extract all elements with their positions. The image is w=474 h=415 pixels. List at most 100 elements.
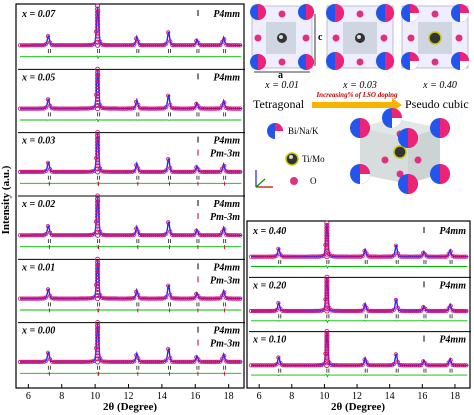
observed-point	[172, 106, 177, 111]
observed-point	[148, 169, 153, 174]
observed-point	[184, 359, 189, 364]
observed-point	[295, 254, 301, 259]
observed-point	[303, 308, 308, 314]
observed-point	[23, 359, 29, 364]
observed-point	[74, 106, 79, 111]
observed-point	[27, 169, 33, 174]
observed-point	[95, 359, 101, 365]
observed-point	[224, 359, 229, 364]
observed-point	[158, 233, 163, 238]
observed-point	[95, 142, 101, 148]
observed-point	[411, 308, 416, 314]
observed-point	[45, 97, 51, 102]
observed-point	[51, 169, 57, 174]
observed-point	[168, 165, 173, 171]
observed-point	[146, 43, 151, 48]
observed-point	[286, 363, 291, 368]
observed-point	[238, 296, 243, 301]
observed-point	[299, 363, 304, 368]
observed-point	[166, 157, 171, 162]
observed-point	[33, 106, 39, 111]
observed-point	[182, 359, 187, 364]
observed-point	[323, 297, 328, 302]
observed-point	[315, 308, 320, 313]
observed-point	[146, 359, 151, 364]
observed-point	[95, 256, 101, 262]
observed-point	[95, 208, 101, 214]
observed-point	[110, 233, 115, 238]
observed-point	[323, 242, 328, 247]
observed-point	[403, 363, 408, 368]
observed-point	[95, 277, 101, 284]
observed-point	[376, 308, 381, 314]
observed-point	[252, 308, 257, 314]
observed-point	[264, 363, 269, 368]
observed-point	[120, 233, 125, 238]
observed-point	[317, 308, 322, 313]
observed-point	[413, 308, 418, 314]
observed-point	[144, 296, 149, 301]
observed-point	[372, 254, 377, 259]
observed-point	[188, 169, 193, 174]
observed-point	[301, 363, 306, 368]
observed-point	[140, 359, 145, 364]
observed-point	[452, 254, 457, 259]
structure-x-label-1: x = 0.01	[264, 80, 299, 91]
observed-point	[95, 169, 101, 175]
observed-point	[411, 254, 416, 259]
observed-point	[49, 106, 55, 111]
observed-point	[309, 308, 314, 314]
observed-point	[354, 363, 359, 368]
phase-label: P4mm	[213, 72, 240, 83]
observed-point	[41, 42, 47, 48]
observed-point	[95, 199, 101, 205]
observed-point	[61, 169, 67, 174]
observed-point	[291, 254, 297, 259]
observed-point	[114, 106, 119, 111]
observed-point	[228, 106, 233, 111]
observed-point	[120, 43, 125, 48]
observed-point	[136, 102, 141, 108]
observed-point	[270, 254, 275, 259]
observed-point	[144, 359, 149, 364]
observed-point	[95, 12, 101, 18]
observed-point	[152, 296, 157, 301]
observed-point	[454, 308, 459, 314]
observed-point	[442, 254, 447, 259]
observed-point	[178, 233, 183, 238]
observed-point	[95, 332, 101, 338]
observed-point	[95, 262, 101, 268]
observed-point	[178, 296, 183, 301]
observed-point	[220, 229, 225, 234]
observed-point	[72, 106, 77, 111]
observed-point	[110, 296, 115, 301]
right-plot-frame	[246, 220, 471, 389]
observed-point	[90, 232, 95, 237]
observed-point	[95, 27, 101, 33]
observed-point	[383, 308, 389, 314]
observed-point	[311, 254, 316, 259]
observed-point	[164, 168, 169, 173]
observed-point	[458, 254, 463, 259]
observed-point	[35, 43, 41, 48]
observed-point	[178, 43, 183, 48]
observed-point	[324, 248, 330, 255]
observed-point	[122, 43, 127, 48]
observed-point	[176, 106, 181, 111]
observed-point	[204, 359, 209, 364]
observed-point	[78, 296, 83, 301]
observed-point	[95, 154, 101, 160]
observed-point	[383, 363, 389, 368]
observed-point	[95, 293, 101, 299]
observed-point	[176, 233, 181, 238]
observed-point	[94, 282, 99, 287]
observed-point	[156, 233, 161, 238]
observed-point	[106, 169, 111, 174]
observed-point	[222, 37, 227, 42]
observed-point	[74, 233, 79, 238]
difference-profile	[251, 265, 468, 270]
observed-point	[146, 106, 151, 111]
structure-panel: c a x = 0.01 x = 0.03 x =	[250, 4, 469, 194]
observed-point	[39, 296, 45, 301]
observed-point	[232, 43, 237, 48]
